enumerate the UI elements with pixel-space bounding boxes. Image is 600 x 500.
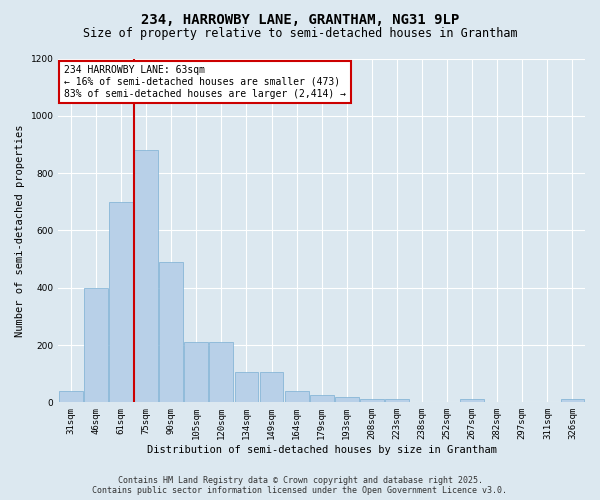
- Text: Size of property relative to semi-detached houses in Grantham: Size of property relative to semi-detach…: [83, 28, 517, 40]
- Bar: [109, 202, 133, 402]
- Text: 234, HARROWBY LANE, GRANTHAM, NG31 9LP: 234, HARROWBY LANE, GRANTHAM, NG31 9LP: [141, 12, 459, 26]
- Bar: [385, 400, 409, 402]
- Bar: [560, 400, 584, 402]
- Bar: [59, 391, 83, 402]
- Bar: [84, 288, 108, 403]
- Y-axis label: Number of semi-detached properties: Number of semi-detached properties: [15, 124, 25, 336]
- Text: 234 HARROWBY LANE: 63sqm
← 16% of semi-detached houses are smaller (473)
83% of : 234 HARROWBY LANE: 63sqm ← 16% of semi-d…: [64, 66, 346, 98]
- Bar: [134, 150, 158, 403]
- Bar: [460, 400, 484, 402]
- Bar: [360, 400, 384, 402]
- X-axis label: Distribution of semi-detached houses by size in Grantham: Distribution of semi-detached houses by …: [147, 445, 497, 455]
- Bar: [285, 391, 308, 402]
- Text: Contains HM Land Registry data © Crown copyright and database right 2025.
Contai: Contains HM Land Registry data © Crown c…: [92, 476, 508, 495]
- Bar: [335, 397, 359, 402]
- Bar: [310, 395, 334, 402]
- Bar: [184, 342, 208, 402]
- Bar: [235, 372, 259, 402]
- Bar: [260, 372, 283, 402]
- Bar: [160, 262, 183, 402]
- Bar: [209, 342, 233, 402]
